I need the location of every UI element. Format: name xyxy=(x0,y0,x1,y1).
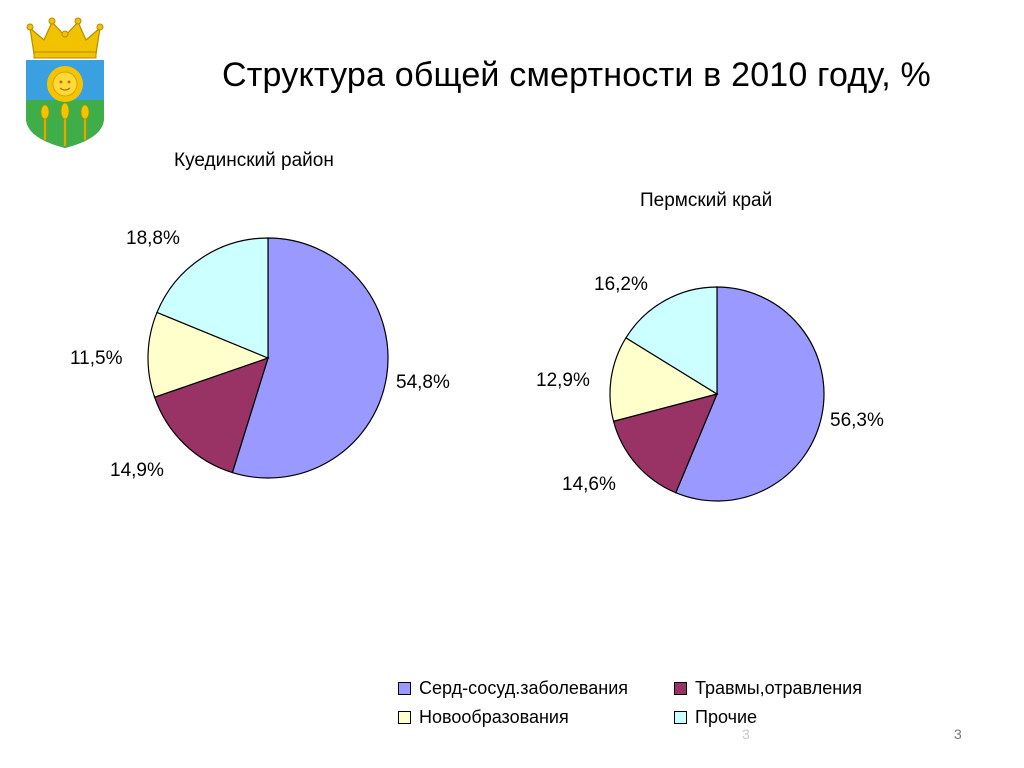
legend-item-other: Прочие xyxy=(674,707,934,728)
coat-of-arms-icon xyxy=(26,17,104,148)
chart-2-slice-other xyxy=(625,286,718,396)
sun-icon xyxy=(47,66,83,102)
crown-icon xyxy=(26,17,104,59)
chart-2-label-cardio: 56,3% xyxy=(830,410,884,431)
pie-chart-perm: Пермский край 56,3% 14,6% 12,9% 16,2% xyxy=(536,190,884,502)
chart-2-slices xyxy=(609,286,825,502)
chart-2-slice-injuries xyxy=(612,393,719,494)
chart-1-title: Куединский район xyxy=(174,150,334,171)
chart-1-slice-neoplasms xyxy=(147,311,270,398)
chart-1-label-injuries: 14,9% xyxy=(110,460,164,481)
chart-1-slices xyxy=(147,237,389,479)
page-title: Структура общей смертности в 2010 году, … xyxy=(222,56,931,94)
legend-swatch-injuries xyxy=(674,682,687,695)
legend-label-other: Прочие xyxy=(695,707,758,727)
legend-item-neoplasms: Новообразования xyxy=(398,707,674,728)
chart-2-label-injuries: 14,6% xyxy=(562,474,616,495)
chart-1-slice-cardio xyxy=(231,237,389,479)
chart-2-label-neoplasms: 12,9% xyxy=(536,370,590,391)
legend-label-neoplasms: Новообразования xyxy=(419,707,569,727)
chart-1-label-neoplasms: 11,5% xyxy=(70,348,123,369)
legend-swatch-neoplasms xyxy=(398,711,411,724)
chart-2-slice-cardio xyxy=(674,286,825,502)
page-number-ghost: 3 xyxy=(742,726,750,742)
chart-2-label-other: 16,2% xyxy=(594,274,648,295)
chart-1-label-other: 18,8% xyxy=(126,228,180,249)
chart-2-slice-neoplasms xyxy=(609,336,719,422)
chart-1-slice-injuries xyxy=(153,357,269,474)
legend-swatch-cardio xyxy=(398,682,411,695)
pie-chart-kuedinsky: Куединский район 54,8% 14,9% 11,5% 18,8% xyxy=(70,150,450,481)
page-number: 3 xyxy=(954,726,962,742)
chart-1-label-cardio: 54,8% xyxy=(396,372,450,393)
legend-swatch-other xyxy=(674,711,687,724)
legend-label-injuries: Травмы,отравления xyxy=(695,678,862,698)
legend: Серд-сосуд.заболевания Травмы,отравления… xyxy=(398,678,938,728)
chart-1-slice-other xyxy=(156,237,269,359)
wheat-icon xyxy=(40,102,90,147)
legend-item-cardio: Серд-сосуд.заболевания xyxy=(398,678,674,699)
legend-item-injuries: Травмы,отравления xyxy=(674,678,934,699)
chart-2-title: Пермский край xyxy=(640,190,772,211)
legend-label-cardio: Серд-сосуд.заболевания xyxy=(419,678,629,698)
